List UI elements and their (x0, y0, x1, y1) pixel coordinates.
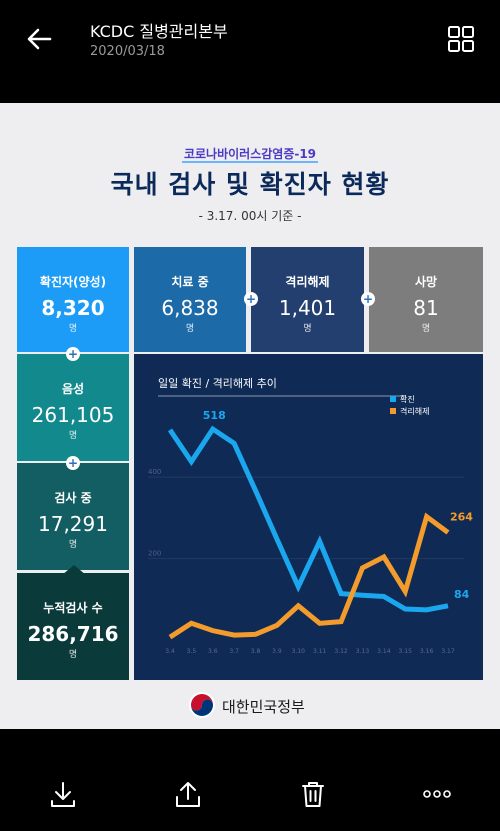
unit-label: 명 (303, 324, 312, 334)
x-tick-label: 3.8 (251, 648, 261, 655)
total-tests-value: 286,716 (27, 622, 119, 646)
trend-chart: 일일 확진 / 격리해제 추이 확진 격리해제 200 400 3.4 3.5 3.6… (134, 354, 483, 680)
infographic-subtitle: 코로나바이러스감염증-19 (181, 147, 319, 163)
legend-label-confirmed: 확진 (400, 394, 415, 404)
bottom-toolbar (0, 729, 500, 831)
photo-date: 2020/03/18 (90, 44, 165, 59)
grid-view-icon[interactable] (446, 24, 476, 54)
confirmed-label: 확진자(양성) (39, 275, 107, 289)
x-tick-label: 3.5 (187, 648, 197, 655)
deaths-label: 사망 (414, 275, 438, 289)
x-tick-label: 3.6 (208, 648, 218, 655)
x-tick-label: 3.12 (334, 648, 348, 655)
x-tick-label: 3.17 (441, 648, 455, 655)
top-bar: KCDC 질병관리본부 2020/03/18 (0, 0, 500, 103)
unit-label: 명 (68, 431, 78, 441)
basis-time: - 3.17. 00시 기준 - (198, 209, 302, 223)
released-label: 격리해제 (285, 275, 330, 289)
infographic-title: 국내 검사 및 확진자 현황 (110, 170, 390, 199)
plus-icon: + (66, 347, 80, 361)
y-tick-label: 200 (148, 550, 161, 558)
negative-value: 261,105 (31, 403, 115, 427)
chart-title: 일일 확진 / 격리해제 추이 (158, 376, 277, 390)
total-tests-label: 누적검사 수 (43, 601, 103, 615)
korea-government-logo (189, 692, 215, 718)
treatment-box: 치료 중 6,838 명 (134, 247, 246, 352)
negative-box: 음성 261,105 명 (17, 354, 129, 461)
plus-icon: + (66, 456, 80, 470)
plus-icon: + (361, 292, 375, 306)
unit-label: 명 (68, 540, 78, 550)
trash-icon[interactable] (298, 779, 328, 809)
label-last-released: 264 (450, 511, 473, 524)
released-value: 1,401 (278, 296, 337, 320)
series-line-confirmed (167, 425, 449, 613)
chart-legend: 확진 격리해제 (390, 394, 429, 416)
label-last-confirmed: 84 (454, 588, 470, 601)
unit-label: 명 (68, 324, 78, 334)
x-tick-label: 3.14 (377, 648, 391, 655)
x-tick-label: 3.4 (165, 648, 175, 655)
deaths-box: 사망 81 명 (369, 247, 483, 352)
app-title: KCDC 질병관리본부 (90, 22, 228, 41)
label-peak-518: 518 (203, 409, 226, 422)
trend-chart-svg: 일일 확진 / 격리해제 추이 확진 격리해제 200 400 3.4 3.5 3.6… (148, 376, 473, 655)
x-tick-label: 3.15 (399, 648, 413, 655)
testing-value: 17,291 (38, 512, 108, 536)
unit-label: 명 (421, 324, 431, 334)
testing-box: 검사 중 17,291 명 (17, 463, 129, 570)
confirmed-value: 8,320 (41, 296, 105, 320)
unit-label: 명 (185, 324, 195, 334)
treatment-value: 6,838 (161, 296, 219, 320)
confirmed-box: 확진자(양성) 8,320 명 (17, 247, 129, 352)
series-line-released (168, 512, 450, 640)
x-tick-label: 3.9 (272, 648, 282, 655)
deaths-value: 81 (413, 296, 439, 320)
negative-label: 음성 (61, 382, 85, 396)
x-tick-label: 3.10 (292, 648, 306, 655)
more-options-icon[interactable] (422, 779, 452, 809)
x-tick-label: 3.16 (420, 648, 434, 655)
y-tick-label: 400 (148, 468, 161, 476)
download-icon[interactable] (48, 779, 78, 809)
plus-icon: + (244, 292, 258, 306)
infographic-image: 코로나바이러스감염증-19 국내 검사 및 확진자 현황 - 3.17. 00시… (0, 103, 500, 729)
treatment-label: 치료 중 (171, 275, 209, 289)
back-arrow-icon[interactable] (24, 24, 54, 54)
testing-label: 검사 중 (54, 491, 92, 505)
government-name: 대한민국정부 (222, 698, 305, 716)
share-icon[interactable] (173, 779, 203, 809)
released-box: 격리해제 1,401 명 (251, 247, 364, 352)
pointer-triangle (62, 565, 86, 575)
x-tick-label: 3.7 (229, 648, 239, 655)
unit-label: 명 (68, 650, 78, 660)
x-tick-label: 3.11 (313, 648, 327, 655)
legend-label-released: 격리해제 (400, 406, 429, 416)
x-tick-label: 3.13 (356, 648, 370, 655)
total-tests-box: 누적검사 수 286,716 명 (17, 573, 129, 680)
